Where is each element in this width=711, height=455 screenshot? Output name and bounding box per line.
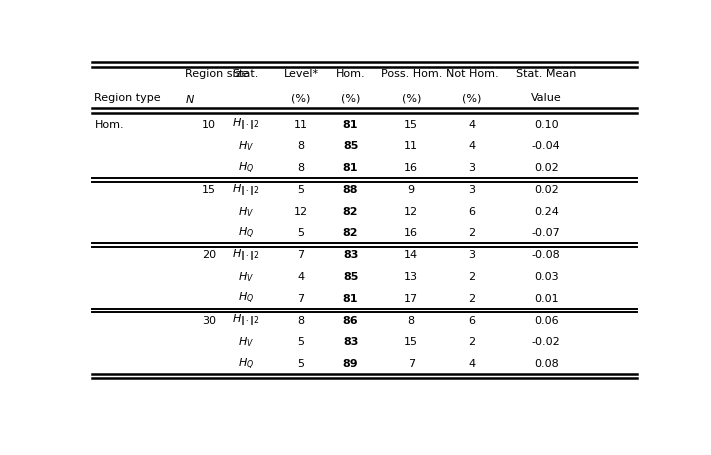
Text: 86: 86 [343,315,358,325]
Text: -0.02: -0.02 [532,337,560,347]
Text: 83: 83 [343,250,358,260]
Text: 0.10: 0.10 [534,119,559,129]
Text: 13: 13 [405,271,418,281]
Text: 81: 81 [343,119,358,129]
Text: 0.03: 0.03 [534,271,559,281]
Text: 5: 5 [297,337,304,347]
Text: 11: 11 [294,119,308,129]
Text: Poss. Hom.: Poss. Hom. [380,69,442,79]
Text: $H_{\|\cdot\|2}$: $H_{\|\cdot\|2}$ [232,312,260,328]
Text: (%): (%) [341,93,360,103]
Text: 30: 30 [202,315,216,325]
Text: 8: 8 [297,141,304,151]
Text: 5: 5 [297,184,304,194]
Text: 7: 7 [407,358,415,368]
Text: Not Hom.: Not Hom. [446,69,498,79]
Text: 6: 6 [469,315,476,325]
Text: (%): (%) [292,93,311,103]
Text: $H_{\|\cdot\|2}$: $H_{\|\cdot\|2}$ [232,247,260,263]
Text: Region size: Region size [186,69,249,79]
Text: 5: 5 [297,358,304,368]
Text: 17: 17 [404,293,418,303]
Text: $N$: $N$ [186,93,196,105]
Text: 0.24: 0.24 [534,206,559,216]
Text: 3: 3 [469,250,476,260]
Text: 82: 82 [343,206,358,216]
Text: Level*: Level* [284,69,319,79]
Text: 8: 8 [297,163,304,173]
Text: 12: 12 [294,206,308,216]
Text: 2: 2 [469,337,476,347]
Text: 0.08: 0.08 [534,358,559,368]
Text: $H_Q$: $H_Q$ [238,291,254,306]
Text: -0.04: -0.04 [532,141,560,151]
Text: 85: 85 [343,141,358,151]
Text: $H_Q$: $H_Q$ [238,160,254,175]
Text: 9: 9 [407,184,415,194]
Text: 8: 8 [407,315,415,325]
Text: $H_V$: $H_V$ [238,139,254,153]
Text: -0.07: -0.07 [532,228,560,238]
Text: $H_{\|\cdot\|2}$: $H_{\|\cdot\|2}$ [232,116,260,132]
Text: $H_{\|\cdot\|2}$: $H_{\|\cdot\|2}$ [232,182,260,197]
Text: 3: 3 [469,163,476,173]
Text: 14: 14 [404,250,418,260]
Text: 6: 6 [469,206,476,216]
Text: 82: 82 [343,228,358,238]
Text: 4: 4 [469,141,476,151]
Text: 15: 15 [405,337,418,347]
Text: 7: 7 [297,293,304,303]
Text: 0.06: 0.06 [534,315,559,325]
Text: 12: 12 [404,206,418,216]
Text: 2: 2 [469,228,476,238]
Text: Stat. Mean: Stat. Mean [516,69,577,79]
Text: 2: 2 [469,293,476,303]
Text: 15: 15 [405,119,418,129]
Text: 89: 89 [343,358,358,368]
Text: $H_V$: $H_V$ [238,204,254,218]
Text: $H_Q$: $H_Q$ [238,225,254,240]
Text: Region type: Region type [95,93,161,103]
Text: 15: 15 [202,184,216,194]
Text: 4: 4 [469,119,476,129]
Text: $H_V$: $H_V$ [238,269,254,283]
Text: 81: 81 [343,163,358,173]
Text: (%): (%) [462,93,481,103]
Text: 2: 2 [469,271,476,281]
Text: $H_V$: $H_V$ [238,334,254,349]
Text: 11: 11 [405,141,418,151]
Text: -0.08: -0.08 [532,250,560,260]
Text: 8: 8 [297,315,304,325]
Text: 16: 16 [405,163,418,173]
Text: 5: 5 [297,228,304,238]
Text: 83: 83 [343,337,358,347]
Text: Stat.: Stat. [232,69,259,79]
Text: 85: 85 [343,271,358,281]
Text: Hom.: Hom. [95,119,124,129]
Text: 16: 16 [405,228,418,238]
Text: 10: 10 [202,119,216,129]
Text: Value: Value [531,93,562,103]
Text: 4: 4 [469,358,476,368]
Text: Hom.: Hom. [336,69,365,79]
Text: 4: 4 [297,271,304,281]
Text: (%): (%) [402,93,421,103]
Text: 0.02: 0.02 [534,184,559,194]
Text: 7: 7 [297,250,304,260]
Text: 81: 81 [343,293,358,303]
Text: 3: 3 [469,184,476,194]
Text: 20: 20 [202,250,216,260]
Text: 0.01: 0.01 [534,293,559,303]
Text: 88: 88 [343,184,358,194]
Text: 0.02: 0.02 [534,163,559,173]
Text: $H_Q$: $H_Q$ [238,356,254,371]
